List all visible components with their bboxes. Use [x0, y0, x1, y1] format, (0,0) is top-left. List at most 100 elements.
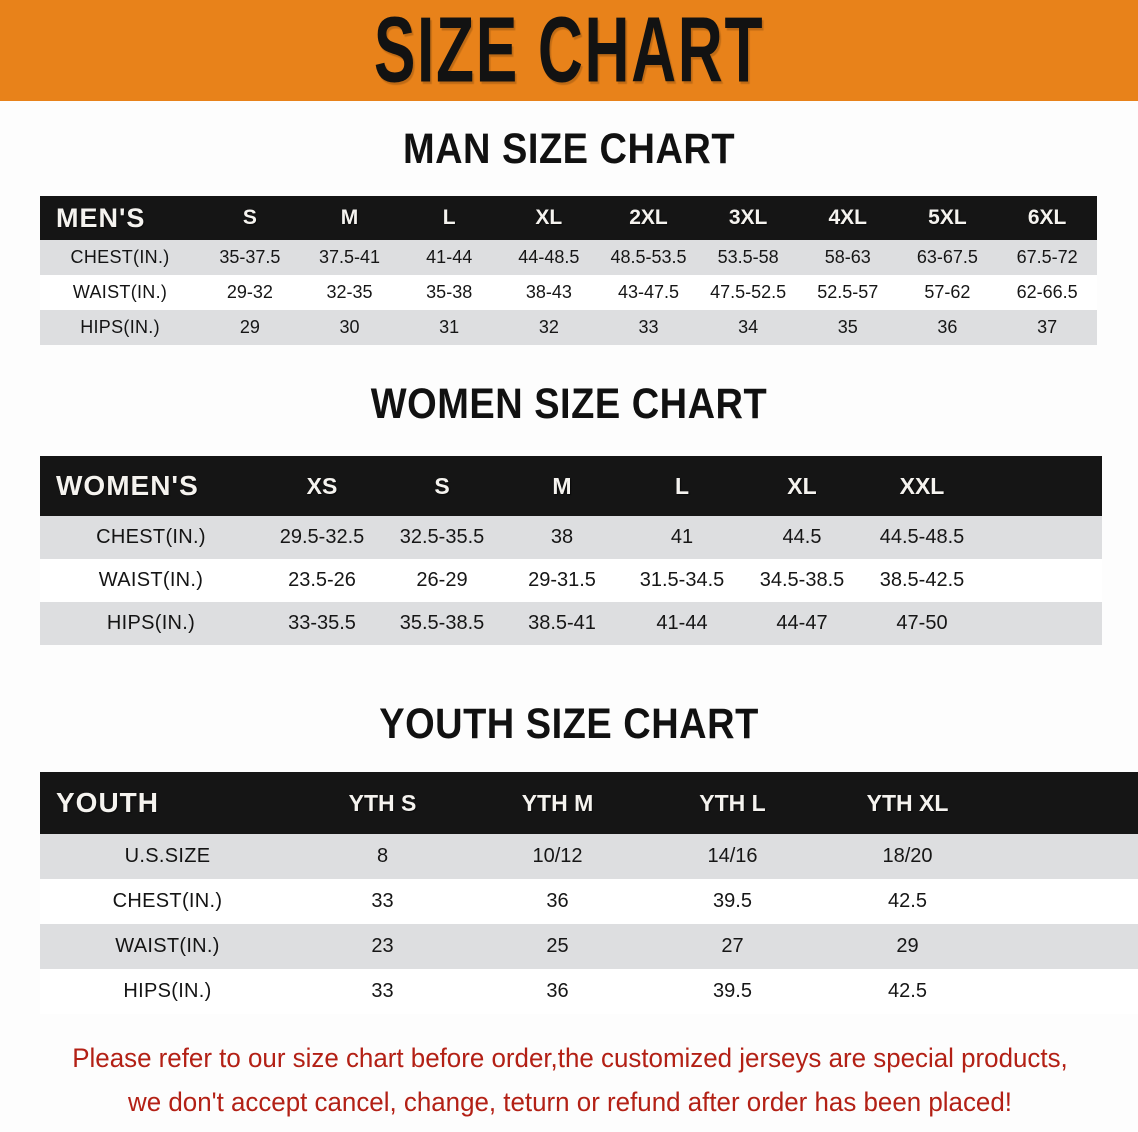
table-cell: 44-47 — [776, 612, 828, 634]
table-cell: 41-44 — [656, 612, 708, 634]
man-section-title: MAN SIZE CHART — [402, 126, 736, 174]
women-column-header-xs: XS — [306, 472, 338, 499]
table-cell: 44.5-48.5 — [879, 526, 965, 548]
table-cell: 37 — [1037, 317, 1058, 337]
table-cell: 33 — [371, 980, 394, 1002]
table-cell: 47.5-52.5 — [710, 282, 787, 302]
women-column-header-m: M — [552, 472, 572, 499]
table-cell: 39.5 — [713, 980, 752, 1002]
table-cell: 30 — [339, 317, 360, 337]
table-cell: 33 — [638, 317, 659, 337]
women-section-title: WOMEN SIZE CHART — [370, 381, 768, 429]
men-column-header-xl: XL — [535, 206, 563, 229]
table-cell: 23.5-26 — [288, 569, 356, 591]
men-column-header-l: L — [442, 206, 456, 229]
men-row-label-chest-in-: CHEST(IN.) — [70, 247, 170, 267]
disclaimer-line-1: Please refer to our size chart before or… — [72, 1043, 1068, 1073]
men-row-label-hips-in-: HIPS(IN.) — [80, 317, 160, 337]
table-cell: 8 — [376, 845, 389, 867]
youth-column-header-yth-s: YTH S — [348, 789, 417, 816]
table-row: CHEST(IN.) 35-37.5 37.5-41 41-44 44-48.5 48.5… — [40, 240, 1097, 275]
table-row: WAIST(IN.) 29-32 32-35 35-38 38-43 43-47.5 47.… — [40, 275, 1097, 310]
table-cell: 67.5-72 — [1016, 247, 1078, 267]
table-cell: 44-48.5 — [518, 247, 580, 267]
table-cell: 36 — [546, 980, 569, 1002]
table-cell: 33-35.5 — [288, 612, 356, 634]
men-table-corner-label: MEN'S — [56, 202, 146, 233]
table-cell: 29 — [239, 317, 260, 337]
table-cell: 62-66.5 — [1016, 282, 1078, 302]
table-cell: 39.5 — [713, 890, 752, 912]
table-cell: 63-67.5 — [916, 247, 978, 267]
youth-table-corner-label: YOUTH — [56, 787, 159, 818]
youth-row-label-hips-in-: HIPS(IN.) — [123, 980, 212, 1002]
table-cell: 34.5-38.5 — [759, 569, 845, 591]
table-cell: 38.5-41 — [528, 612, 596, 634]
men-column-header-3xl: 3XL — [728, 206, 768, 229]
table-cell: 34 — [738, 317, 759, 337]
men-column-header-2xl: 2XL — [629, 206, 668, 229]
table-cell: 57-62 — [924, 282, 971, 302]
women-row-label-hips-in-: HIPS(IN.) — [106, 612, 196, 634]
table-cell-empty — [995, 879, 1138, 924]
table-cell: 52.5-57 — [817, 282, 879, 302]
youth-column-header-empty — [995, 772, 1138, 834]
table-row: CHEST(IN.) 33 36 39.5 42.5 — [40, 879, 1138, 924]
table-row: CHEST(IN.) 29.5-32.5 32.5-35.5 38 41 44.5 44.5… — [40, 516, 1102, 559]
women-size-table: WOMEN'S XS S M L XL XXL CHEST(IN.) 29.5-32.5 32.5… — [40, 456, 1102, 645]
women-table-corner-label: WOMEN'S — [56, 470, 199, 501]
table-cell: 35 — [837, 317, 858, 337]
table-cell: 35.5-38.5 — [399, 612, 485, 634]
men-column-header-6xl: 6XL — [1027, 206, 1067, 229]
table-cell: 41 — [670, 526, 694, 548]
women-column-header-s: S — [434, 472, 450, 499]
men-column-header-5xl: 5XL — [928, 206, 967, 229]
table-cell: 32.5-35.5 — [399, 526, 485, 548]
men-size-table: MEN'S S M L XL 2XL 3XL 4XL 5XL 6XL CHEST(IN.) 35-37… — [40, 196, 1097, 345]
women-column-header-empty — [982, 456, 1102, 516]
table-cell: 48.5-53.5 — [610, 247, 687, 267]
youth-size-table: YOUTH YTH S YTH M YTH L YTH XL U.S.SIZE 8 10/12… — [40, 772, 1138, 1014]
table-cell: 35-37.5 — [219, 247, 281, 267]
table-cell: 41-44 — [426, 247, 473, 267]
table-cell: 31 — [439, 317, 460, 337]
table-cell: 29.5-32.5 — [279, 526, 365, 548]
disclaimer-text: Please refer to our size chart before or… — [61, 1036, 1079, 1124]
table-cell: 35-38 — [426, 282, 473, 302]
table-cell: 38.5-42.5 — [879, 569, 965, 591]
table-cell: 29-32 — [226, 282, 273, 302]
table-cell: 47-50 — [896, 612, 948, 634]
table-cell: 32 — [538, 317, 559, 337]
youth-row-label-chest-in-: CHEST(IN.) — [112, 890, 223, 912]
table-cell: 42.5 — [888, 890, 927, 912]
youth-row-label-u-s-size: U.S.SIZE — [124, 845, 211, 867]
table-cell: 10/12 — [532, 845, 583, 867]
men-column-header-m: M — [340, 206, 359, 229]
women-column-header-xxl: XXL — [899, 472, 945, 499]
youth-row-label-waist-in-: WAIST(IN.) — [115, 935, 220, 957]
youth-column-header-yth-xl: YTH XL — [866, 789, 949, 816]
table-cell: 43-47.5 — [617, 282, 679, 302]
table-cell: 36 — [546, 890, 569, 912]
table-cell: 14/16 — [707, 845, 758, 867]
table-row: HIPS(IN.) 33-35.5 35.5-38.5 38.5-41 41-44 44-… — [40, 602, 1102, 645]
table-row: HIPS(IN.) 33 36 39.5 42.5 — [40, 969, 1138, 1014]
table-cell: 53.5-58 — [717, 247, 779, 267]
table-cell: 31.5-34.5 — [639, 569, 725, 591]
banner-title: SIZE CHART — [373, 0, 765, 101]
table-cell: 29-31.5 — [528, 569, 596, 591]
youth-column-header-yth-l: YTH L — [699, 789, 766, 816]
table-cell: 42.5 — [888, 980, 927, 1002]
table-cell: 44.5 — [782, 526, 822, 548]
table-cell: 36 — [937, 317, 958, 337]
youth-section-title: YOUTH SIZE CHART — [379, 701, 759, 749]
table-cell-empty — [995, 969, 1138, 1014]
men-row-label-waist-in-: WAIST(IN.) — [72, 282, 168, 302]
table-cell-empty — [982, 559, 1102, 602]
table-row: WAIST(IN.) 23 25 27 29 — [40, 924, 1138, 969]
disclaimer-line-2: we don't accept cancel, change, teturn o… — [128, 1087, 1012, 1117]
youth-column-header-yth-m: YTH M — [521, 789, 594, 816]
table-cell: 33 — [371, 890, 394, 912]
table-cell: 18/20 — [882, 845, 933, 867]
table-cell-empty — [995, 924, 1138, 969]
